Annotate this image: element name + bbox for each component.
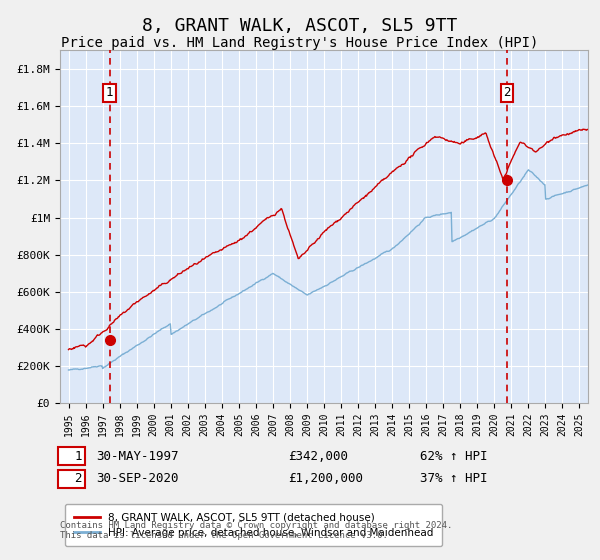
- Legend: 8, GRANT WALK, ASCOT, SL5 9TT (detached house), HPI: Average price, detached hou: 8, GRANT WALK, ASCOT, SL5 9TT (detached …: [65, 505, 442, 546]
- Text: Price paid vs. HM Land Registry's House Price Index (HPI): Price paid vs. HM Land Registry's House …: [61, 36, 539, 50]
- Text: Contains HM Land Registry data © Crown copyright and database right 2024.
This d: Contains HM Land Registry data © Crown c…: [60, 521, 452, 540]
- Text: 8, GRANT WALK, ASCOT, SL5 9TT: 8, GRANT WALK, ASCOT, SL5 9TT: [142, 17, 458, 35]
- Text: 2: 2: [503, 86, 511, 99]
- Text: 30-SEP-2020: 30-SEP-2020: [96, 472, 179, 486]
- Text: 62% ↑ HPI: 62% ↑ HPI: [420, 450, 487, 463]
- Text: 37% ↑ HPI: 37% ↑ HPI: [420, 472, 487, 486]
- Text: 2: 2: [60, 472, 83, 486]
- Text: £1,200,000: £1,200,000: [288, 472, 363, 486]
- Text: £342,000: £342,000: [288, 450, 348, 463]
- Text: 1: 1: [60, 450, 83, 463]
- Text: 30-MAY-1997: 30-MAY-1997: [96, 450, 179, 463]
- Text: 1: 1: [106, 86, 113, 99]
